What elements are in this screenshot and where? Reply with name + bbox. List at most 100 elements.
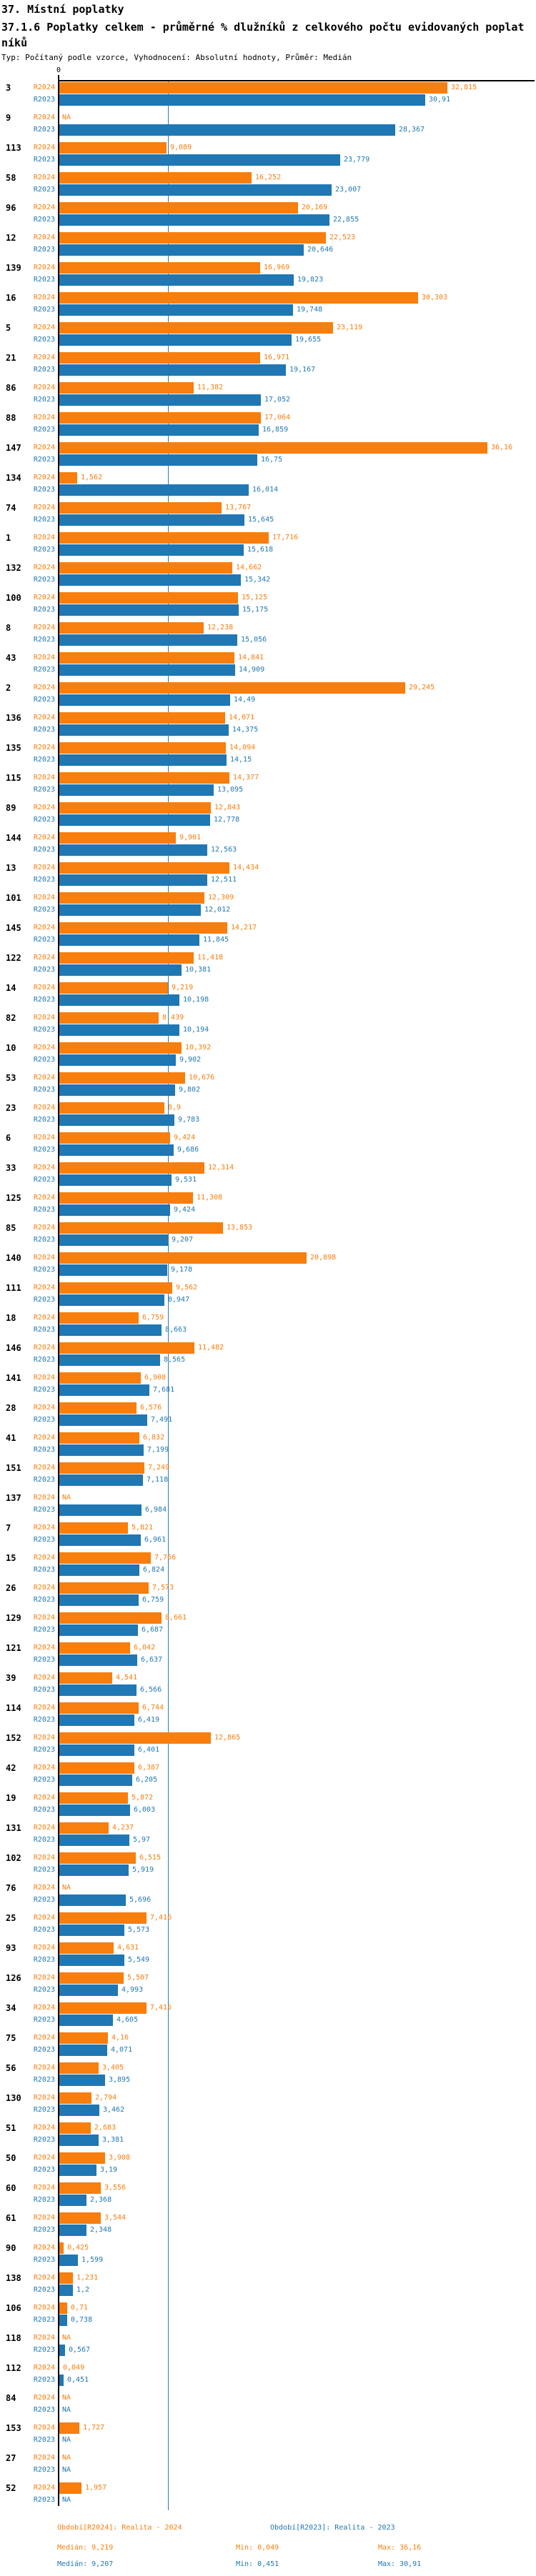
series-label-r2024: R2024 [33, 744, 55, 752]
series-label-r2024: R2024 [33, 924, 55, 932]
value-label-r2023: 15,175 [242, 606, 269, 614]
bar-r2024-cat-140 [59, 1252, 307, 1264]
value-label-r2024: 14,377 [233, 774, 259, 782]
legend-period-2023: Období[R2023]: Realita - 2023 [270, 2524, 395, 2532]
bar-r2023-cat-12 [59, 244, 304, 256]
value-label-r2024: NA [62, 2394, 71, 2402]
bar-r2024-cat-126 [59, 1972, 124, 1984]
series-label-r2024: R2024 [33, 594, 55, 601]
series-label-r2024: R2024 [33, 1164, 55, 1172]
value-label-r2023: 3,19 [100, 2166, 118, 2174]
value-label-r2024: 4,631 [117, 1944, 139, 1952]
value-label-r2024: 4,541 [116, 1674, 138, 1682]
bar-r2024-cat-153 [59, 2422, 79, 2434]
bar-r2023-cat-121 [59, 1654, 137, 1666]
bar-r2023-cat-111 [59, 1294, 164, 1306]
bar-r2023-cat-125 [59, 1204, 170, 1216]
series-label-r2023: R2023 [33, 1806, 55, 1814]
bar-r2024-cat-139 [59, 262, 260, 274]
value-label-r2023: 0,738 [71, 2316, 93, 2324]
bar-r2023-cat-28 [59, 1414, 147, 1426]
value-label-r2023: NA [62, 2496, 71, 2504]
value-label-r2023: 23,779 [344, 156, 370, 164]
bar-r2023-cat-13 [59, 874, 207, 886]
series-label-r2024: R2024 [33, 624, 55, 631]
bar-r2024-cat-106 [59, 2302, 67, 2314]
series-label-r2023: R2023 [33, 996, 55, 1004]
bar-r2023-cat-88 [59, 424, 259, 436]
bar-r2023-cat-18 [59, 1324, 162, 1336]
value-label-r2023: 6,205 [136, 1776, 158, 1784]
series-label-r2023: R2023 [33, 1926, 55, 1934]
series-label-r2024: R2024 [33, 384, 55, 391]
series-label-r2024: R2024 [33, 1014, 55, 1022]
series-label-r2023: R2023 [33, 1506, 55, 1514]
value-label-r2023: 6,984 [145, 1506, 167, 1514]
category-label: 93 [6, 1943, 16, 1953]
series-label-r2024: R2024 [33, 414, 55, 421]
bar-r2024-cat-89 [59, 802, 211, 814]
series-label-r2023: R2023 [33, 1146, 55, 1154]
bar-r2024-cat-12 [59, 232, 326, 244]
series-label-r2024: R2024 [33, 1134, 55, 1142]
series-label-r2024: R2024 [33, 1044, 55, 1052]
series-label-r2024: R2024 [33, 774, 55, 782]
series-label-r2023: R2023 [33, 2466, 55, 2474]
value-label-r2023: 14,15 [230, 756, 252, 764]
value-label-r2023: 5,97 [133, 1836, 151, 1844]
value-label-r2024: 16,252 [255, 174, 282, 181]
stat-median-2024: Medián: 9,219 [57, 2544, 114, 2552]
value-label-r2023: 19,167 [289, 366, 316, 374]
bar-r2023-cat-14 [59, 994, 179, 1006]
series-label-r2023: R2023 [33, 2346, 55, 2354]
value-label-r2024: 6,908 [144, 1374, 167, 1382]
series-label-r2023: R2023 [33, 1206, 55, 1214]
value-label-r2024: 14,841 [238, 654, 264, 662]
value-label-r2023: 9,686 [177, 1146, 199, 1154]
series-label-r2023: R2023 [33, 876, 55, 884]
category-label: 28 [6, 1403, 16, 1413]
category-label: 100 [6, 593, 21, 603]
category-label: 151 [6, 1463, 21, 1473]
value-label-r2023: 6,687 [142, 1626, 164, 1634]
bar-r2024-cat-82 [59, 1012, 159, 1024]
bar-r2023-cat-134 [59, 484, 249, 496]
series-label-r2023: R2023 [33, 1896, 55, 1904]
category-label: 60 [6, 2183, 16, 2193]
x-axis-zero-tick-label: 0 [56, 66, 61, 74]
series-label-r2024: R2024 [33, 2004, 55, 2012]
value-label-r2023: 0,451 [67, 2376, 89, 2384]
series-label-r2024: R2024 [33, 2394, 55, 2402]
series-label-r2024: R2024 [33, 2124, 55, 2132]
series-label-r2024: R2024 [33, 324, 55, 331]
category-label: 131 [6, 1823, 21, 1833]
bar-r2023-cat-139 [59, 274, 294, 286]
value-label-r2024: 1,957 [85, 2484, 107, 2492]
series-label-r2023: R2023 [33, 516, 55, 524]
bar-r2023-cat-135 [59, 754, 227, 766]
bar-r2024-cat-85 [59, 1222, 223, 1234]
series-label-r2023: R2023 [33, 1296, 55, 1304]
series-label-r2023: R2023 [33, 546, 55, 554]
category-label: 42 [6, 1763, 16, 1773]
bar-r2023-cat-138 [59, 2285, 73, 2296]
category-label: 141 [6, 1373, 21, 1383]
series-label-r2023: R2023 [33, 336, 55, 344]
category-label: 5 [6, 323, 11, 333]
value-label-r2024: 8,9 [168, 1104, 182, 1112]
bar-r2024-cat-39 [59, 1672, 112, 1684]
series-label-r2023: R2023 [33, 2016, 55, 2024]
bar-r2024-cat-5 [59, 322, 333, 334]
bar-r2023-cat-58 [59, 184, 332, 196]
bar-r2024-cat-145 [59, 922, 227, 934]
value-label-r2024: 6,515 [139, 1854, 162, 1862]
value-label-r2023: 30,91 [429, 96, 451, 104]
value-label-r2023: 9,531 [175, 1176, 197, 1184]
bar-r2024-cat-102 [59, 1852, 136, 1864]
value-label-r2023: 8,565 [164, 1356, 186, 1364]
value-label-r2024: 10,392 [185, 1044, 212, 1052]
value-label-r2024: 0,71 [71, 2304, 89, 2312]
value-label-r2024: 4,16 [111, 2034, 129, 2042]
bar-r2024-cat-90 [59, 2242, 64, 2254]
value-label-r2024: 6,744 [142, 1704, 164, 1712]
